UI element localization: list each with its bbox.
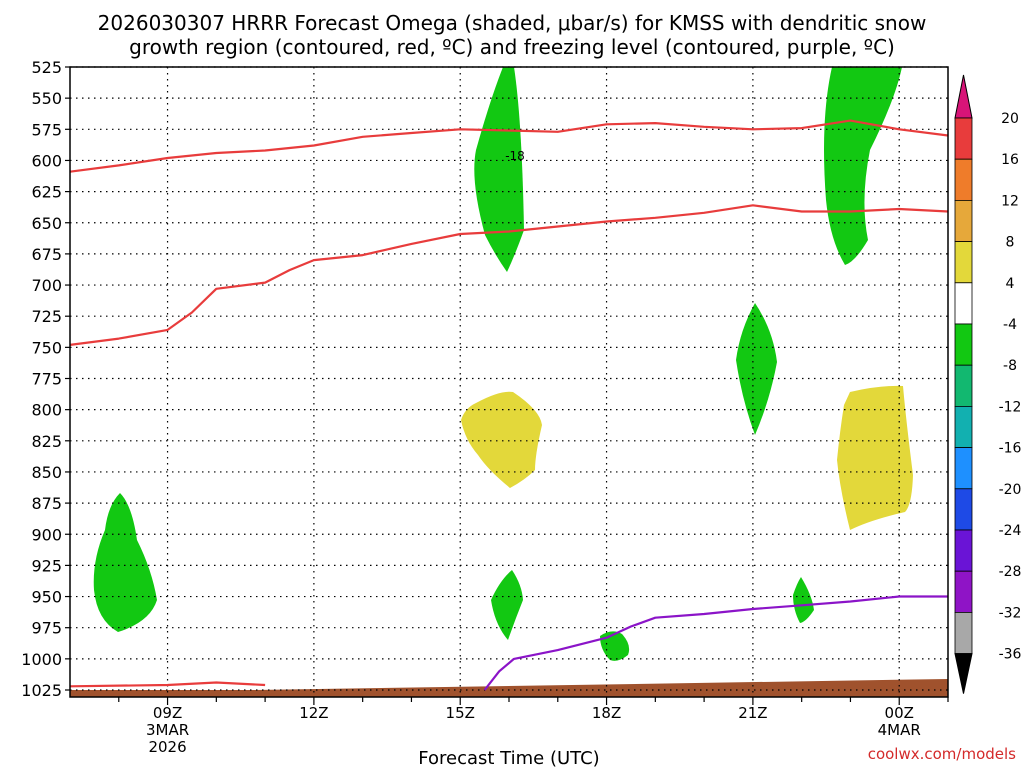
y-tick-label: 950 [31, 588, 62, 607]
colorbar-label: 16 [1001, 152, 1019, 168]
colorbar-swatch [954, 570, 973, 613]
colorbar-label: -20 [999, 482, 1022, 498]
chart-title-line2: growth region (contoured, red, ºC) and f… [129, 35, 895, 59]
colorbar-label: 12 [1001, 193, 1019, 209]
colorbar-swatch [954, 529, 973, 572]
colorbar-swatch [954, 117, 973, 160]
credit-text: coolwx.com/models [868, 745, 1016, 763]
contour-line [69, 204, 949, 346]
colorbar-swatch [954, 488, 973, 531]
y-tick-label: 875 [31, 494, 62, 513]
x-tick-sublabel: 4MAR [878, 721, 921, 739]
x-tick-label: 18Z [592, 704, 621, 722]
omega-region [474, 67, 524, 272]
colorbar-swatch [954, 447, 973, 490]
y-tick-label: 625 [31, 183, 62, 202]
colorbar-label: -12 [999, 399, 1022, 415]
colorbar-swatch [954, 241, 973, 284]
x-tick-sublabel: 2026 [148, 738, 186, 756]
y-tick-label: 800 [31, 401, 62, 420]
colorbar-label: -32 [999, 605, 1022, 621]
y-tick-label: 750 [31, 338, 62, 357]
contour-line [69, 681, 266, 688]
y-tick-label: 975 [31, 619, 62, 638]
colorbar-label: -8 [1003, 358, 1017, 374]
colorbar-swatch [954, 612, 973, 655]
omega-shading [70, 67, 948, 697]
x-tick-label: 09Z [153, 704, 182, 722]
colorbar-label: 4 [1006, 276, 1015, 292]
y-tick-label: 725 [31, 307, 62, 326]
contour-line [483, 595, 948, 691]
colorbar-swatch [954, 158, 973, 201]
contour-lines [69, 119, 949, 691]
y-tick-label: 825 [31, 432, 62, 451]
colorbar-swatch [954, 199, 973, 242]
x-tick-sublabel: 3MAR [146, 721, 189, 739]
omega-region [793, 577, 814, 623]
y-tick-label: 675 [31, 245, 62, 264]
colorbar-label: 20 [1001, 111, 1019, 127]
x-tick-label: 21Z [738, 704, 767, 722]
y-tick-label: 1000 [21, 650, 62, 669]
x-tick-label: 15Z [446, 704, 475, 722]
colorbar-label: 8 [1006, 235, 1015, 251]
chart-title-line1: 2026030307 HRRR Forecast Omega (shaded, … [98, 11, 927, 35]
y-tick-label: 575 [31, 120, 62, 139]
omega-region [93, 493, 157, 632]
colorbar-top-arrow [954, 74, 973, 119]
omega-region [824, 67, 902, 265]
y-tick-label: 900 [31, 525, 62, 544]
y-tick-label: 650 [31, 214, 62, 233]
colorbar-label: -24 [999, 523, 1022, 539]
y-tick-label: 775 [31, 370, 62, 389]
colorbar-swatch [954, 282, 973, 325]
omega-colorbar: 20 16 12 8 4 -4 -8 -12 -16 -20 -24 -28 -32 -36 [954, 74, 1022, 694]
pressure-axis: 525 550 575 600 625 650 675 700 725 750 775 800 825 8… [21, 58, 70, 700]
colorbar-swatch [954, 405, 973, 448]
omega-region [600, 631, 630, 661]
omega-region [461, 391, 542, 488]
colorbar-swatch [954, 364, 973, 407]
contour-label: -18 [505, 149, 525, 163]
y-tick-label: 1025 [21, 681, 62, 700]
x-tick-label: 12Z [299, 704, 328, 722]
contour-line [69, 119, 949, 173]
omega-region [736, 303, 777, 435]
y-tick-label: 525 [31, 58, 62, 77]
y-tick-label: 600 [31, 151, 62, 170]
y-tick-label: 700 [31, 276, 62, 295]
omega-region [70, 679, 948, 697]
colorbar-bottom-arrow [954, 653, 973, 694]
y-tick-label: 850 [31, 463, 62, 482]
colorbar-label: -16 [999, 441, 1022, 457]
x-axis-label: Forecast Time (UTC) [418, 748, 599, 768]
omega-region [491, 570, 523, 640]
colorbar-label: -4 [1003, 317, 1017, 333]
colorbar-label: -28 [999, 564, 1022, 580]
colorbar-swatch [954, 323, 973, 366]
y-tick-label: 550 [31, 89, 62, 108]
y-tick-label: 925 [31, 556, 62, 575]
x-tick-label: 00Z [885, 704, 914, 722]
omega-region [837, 385, 913, 530]
colorbar-label: -36 [999, 647, 1022, 663]
